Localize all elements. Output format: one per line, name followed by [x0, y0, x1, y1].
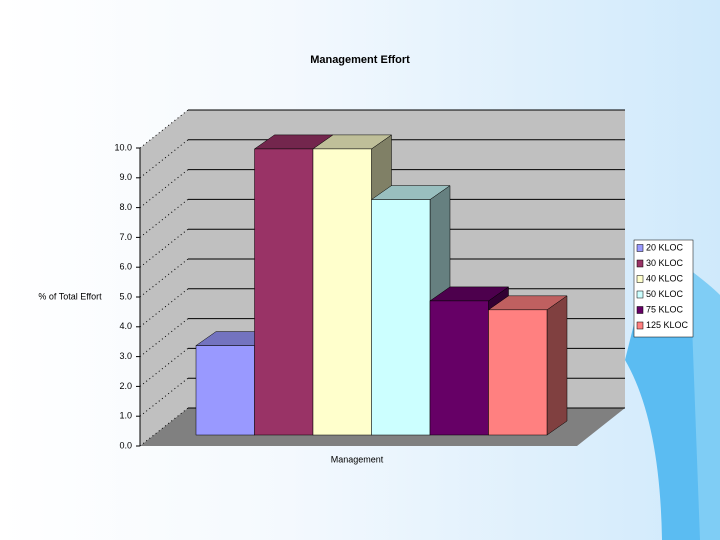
y-tick-label: 3.0: [119, 351, 132, 361]
y-tick-label: 1.0: [119, 411, 132, 421]
bar: [312, 148, 372, 436]
y-tick-label: 4.0: [119, 321, 132, 331]
y-tick-label: 0.0: [119, 440, 132, 450]
x-tick-label: Management: [331, 454, 384, 464]
y-tick-label: 9.0: [119, 172, 132, 182]
legend-swatch: [636, 259, 644, 268]
side-wall: [140, 110, 188, 446]
legend-swatch: [636, 306, 644, 314]
y-tick-label: 8.0: [119, 202, 132, 212]
y-tick-label: 6.0: [119, 262, 132, 272]
y-tick-label: 7.0: [119, 232, 132, 242]
bar: [488, 309, 548, 436]
bar: [371, 199, 431, 436]
bar: [254, 148, 314, 436]
y-tick-label: 5.0: [119, 291, 132, 301]
decor-arc: [690, 270, 720, 540]
legend-box: [633, 239, 694, 338]
legend-swatch: [636, 321, 644, 330]
legend-swatch: [636, 290, 644, 299]
legend-label: 50 KLOC: [646, 289, 684, 299]
legend-label: 40 KLOC: [646, 273, 684, 283]
legend-swatch: [636, 244, 644, 252]
bar: [195, 345, 255, 436]
legend-swatch: [636, 275, 644, 283]
legend-label: 75 KLOC: [646, 304, 684, 314]
chart-title: Management Effort: [310, 54, 410, 66]
y-tick-label: 2.0: [119, 381, 132, 391]
legend-label: 125 KLOC: [646, 320, 689, 330]
bar-side: [546, 295, 568, 436]
legend-label: 30 KLOC: [646, 258, 684, 268]
y-axis-label: % of Total Effort: [38, 291, 102, 301]
y-tick-label: 10.0: [114, 142, 132, 152]
legend-label: 20 KLOC: [646, 242, 684, 252]
bar: [429, 300, 489, 436]
